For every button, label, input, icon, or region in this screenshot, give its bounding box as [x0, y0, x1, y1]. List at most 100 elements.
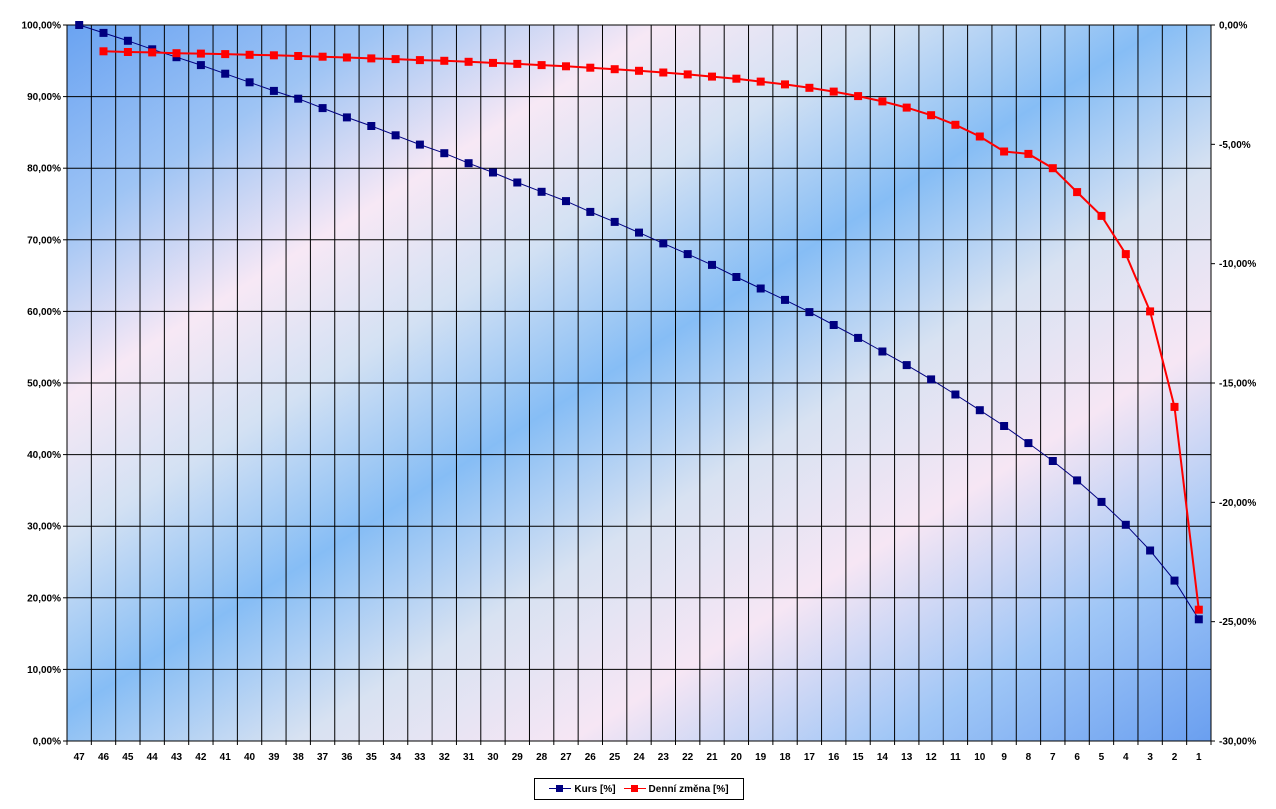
data-point-0 — [269, 86, 278, 95]
series-layer — [75, 21, 1203, 624]
legend: Kurs [%] Denní změna [%] — [534, 778, 744, 800]
legend-item-kurs: Kurs [%] — [549, 783, 616, 795]
data-point-0 — [464, 159, 473, 168]
data-point-1 — [878, 97, 887, 106]
data-point-0 — [927, 375, 936, 384]
data-point-1 — [756, 77, 765, 86]
y-right-tick-label: -20,00% — [1219, 498, 1256, 509]
y-left-tick-label: 100,00% — [22, 21, 62, 32]
data-point-1 — [562, 62, 570, 71]
x-tick-label: 7 — [1050, 752, 1056, 763]
data-point-1 — [513, 59, 522, 68]
data-point-0 — [1000, 422, 1009, 430]
data-point-0 — [708, 260, 716, 269]
data-point-1 — [342, 53, 351, 62]
x-tick-label: 1 — [1196, 752, 1202, 763]
data-point-0 — [294, 94, 303, 103]
data-point-0 — [951, 390, 960, 399]
data-point-0 — [1121, 520, 1130, 529]
x-tick-label: 27 — [560, 752, 572, 763]
data-point-1 — [196, 49, 205, 58]
data-point-1 — [1194, 605, 1203, 614]
x-tick-label: 17 — [804, 752, 816, 763]
data-point-0 — [829, 321, 838, 329]
data-point-1 — [367, 54, 376, 63]
data-point-1 — [927, 111, 936, 120]
data-point-0 — [854, 333, 863, 342]
data-point-1 — [415, 56, 424, 65]
y-right-tick-label: -30,00% — [1219, 737, 1256, 748]
x-tick-label: 3 — [1147, 752, 1153, 763]
data-point-0 — [562, 197, 570, 206]
data-point-1 — [708, 72, 716, 81]
y-left-tick-label: 70,00% — [27, 235, 61, 246]
x-tick-label: 46 — [98, 752, 110, 763]
y-left-tick-label: 30,00% — [27, 522, 61, 533]
x-tick-label: 10 — [974, 752, 986, 763]
data-point-0 — [245, 78, 254, 87]
data-point-0 — [781, 295, 789, 304]
x-tick-label: 15 — [853, 752, 865, 763]
x-tick-label: 34 — [390, 752, 402, 763]
data-point-1 — [1097, 211, 1106, 220]
y-left-tick-label: 40,00% — [27, 450, 61, 461]
x-tick-label: 11 — [950, 752, 961, 763]
data-point-0 — [1170, 576, 1179, 585]
x-tick-label: 29 — [512, 752, 524, 763]
data-point-1 — [902, 103, 911, 112]
data-point-0 — [489, 168, 497, 177]
x-tick-label: 35 — [366, 752, 378, 763]
legend-label-kurs: Kurs [%] — [574, 783, 616, 795]
x-tick-label: 37 — [317, 752, 329, 763]
y-right-tick-label: 0,00% — [1219, 21, 1247, 32]
data-point-1 — [221, 50, 230, 59]
x-tick-label: 22 — [682, 752, 694, 763]
x-tick-label: 28 — [536, 752, 548, 763]
data-point-1 — [1170, 402, 1179, 411]
x-tick-label: 44 — [147, 752, 159, 763]
x-tick-label: 23 — [658, 752, 670, 763]
data-point-1 — [610, 65, 619, 74]
x-tick-label: 6 — [1074, 752, 1080, 763]
x-tick-label: 41 — [220, 752, 232, 763]
data-point-1 — [1000, 147, 1009, 156]
data-point-1 — [1024, 149, 1033, 158]
x-tick-label: 47 — [74, 752, 86, 763]
data-point-0 — [975, 406, 984, 415]
data-point-1 — [635, 66, 643, 75]
x-tick-label: 20 — [731, 752, 743, 763]
y-right-tick-label: -15,00% — [1219, 379, 1256, 390]
x-tick-label: 30 — [487, 752, 499, 763]
data-point-1 — [1146, 307, 1155, 316]
data-point-1 — [318, 52, 327, 61]
x-tick-label: 40 — [244, 752, 256, 763]
x-tick-label: 5 — [1099, 752, 1105, 763]
y-right-tick-label: -10,00% — [1219, 259, 1256, 270]
x-tick-label: 9 — [1001, 752, 1007, 763]
data-point-1 — [537, 61, 546, 70]
data-point-1 — [683, 70, 692, 79]
data-point-0 — [878, 347, 887, 356]
data-point-0 — [123, 36, 132, 45]
x-tick-label: 18 — [779, 752, 791, 763]
data-point-0 — [1194, 615, 1203, 624]
data-point-0 — [683, 250, 692, 259]
y-right-axis: -30,00% -25,00% -20,00% -15,00% -10,00% -5,00… — [1211, 21, 1256, 748]
data-point-0 — [902, 361, 911, 370]
y-left-tick-label: 80,00% — [27, 164, 61, 175]
data-point-1 — [659, 68, 668, 77]
y-left-tick-label: 60,00% — [27, 307, 61, 318]
data-point-0 — [1097, 497, 1106, 506]
legend-item-denni-zmena: Denní změna [%] — [623, 784, 729, 795]
data-point-1 — [854, 92, 863, 101]
data-point-0 — [342, 113, 351, 122]
data-point-0 — [99, 28, 108, 37]
data-point-1 — [489, 58, 497, 67]
x-tick-label: 39 — [268, 752, 280, 763]
data-point-0 — [635, 228, 643, 237]
x-tick-label: 45 — [122, 752, 134, 763]
x-tick-label: 38 — [293, 752, 305, 763]
series-line-1 — [103, 50, 1200, 610]
x-tick-label: 31 — [463, 752, 475, 763]
